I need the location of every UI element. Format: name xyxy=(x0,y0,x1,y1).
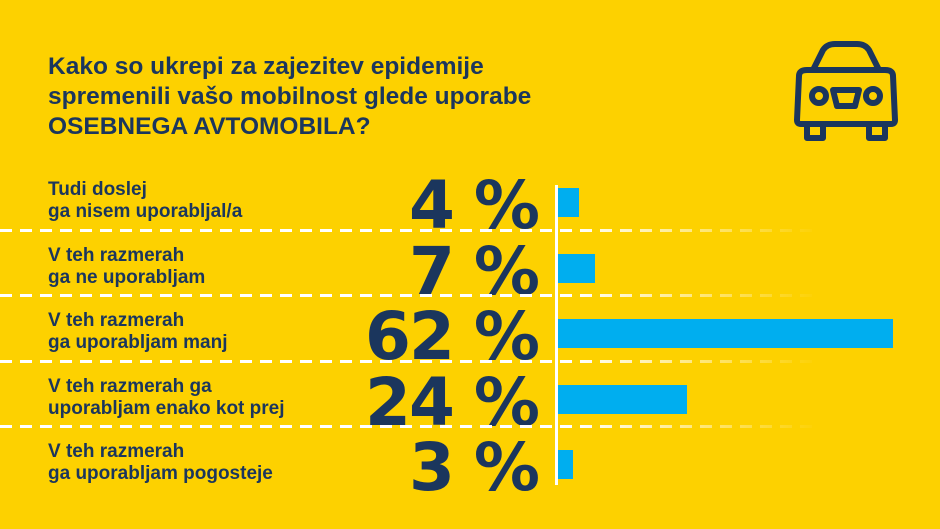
category-label-line: V teh razmerah ga xyxy=(48,375,212,397)
bar xyxy=(557,450,574,479)
category-label: V teh razmerah ga uporabljam pogosteje xyxy=(48,441,273,485)
title-line: OSEBNEGA AVTOMOBILA? xyxy=(48,113,371,140)
bar xyxy=(557,384,688,414)
category-label-line: uporabljam enako kot prej xyxy=(48,397,285,419)
row-separator xyxy=(0,294,820,297)
bar xyxy=(557,319,893,348)
car-icon xyxy=(794,41,898,141)
bar-row: V teh razmerah ga uporabljam manj 62 % xyxy=(0,298,940,375)
category-label-line: V teh razmerah xyxy=(48,244,185,266)
category-label: V teh razmerah ga uporabljam manj xyxy=(48,310,227,354)
bar-row: Tudi doslej ga nisem uporabljal/a 4 % xyxy=(0,167,940,244)
bar-row: V teh razmerah ga uporabljam pogosteje 3 % xyxy=(0,429,940,506)
chart-axis xyxy=(555,185,558,485)
category-label-line: Tudi doslej xyxy=(48,179,147,200)
title-line: Kako so ukrepi za zajezitev epidemije xyxy=(48,53,484,80)
title-line: spremenili vašo mobilnost glede uporabe xyxy=(48,83,532,110)
chart-title: Kako so ukrepi za zajezitev epidemije sp… xyxy=(48,52,531,142)
category-label: V teh razmerah ga ne uporabljam xyxy=(48,245,205,289)
category-label: V teh razmerah ga uporabljam enako kot pr… xyxy=(48,376,285,420)
bar-row: V teh razmerah ga ne uporabljam 7 % xyxy=(0,233,940,310)
row-separator xyxy=(0,228,820,232)
category-label-line: ga ne uporabljam xyxy=(48,266,206,288)
bar xyxy=(557,188,579,217)
category-label-line: ga nisem uporabljal/a xyxy=(48,201,243,222)
value-label: 3 % xyxy=(408,429,540,506)
category-label: Tudi doslej ga nisem uporabljal/a xyxy=(48,179,242,223)
bar xyxy=(557,253,595,283)
row-separator xyxy=(0,425,820,428)
bar-row: V teh razmerah ga uporabljam enako kot pr… xyxy=(0,364,940,441)
row-separator xyxy=(0,359,820,363)
category-label-line: V teh razmerah xyxy=(48,310,185,331)
category-label-line: ga uporabljam pogosteje xyxy=(48,463,273,484)
category-label-line: ga uporabljam manj xyxy=(48,332,228,353)
category-label-line: V teh razmerah xyxy=(48,441,185,462)
